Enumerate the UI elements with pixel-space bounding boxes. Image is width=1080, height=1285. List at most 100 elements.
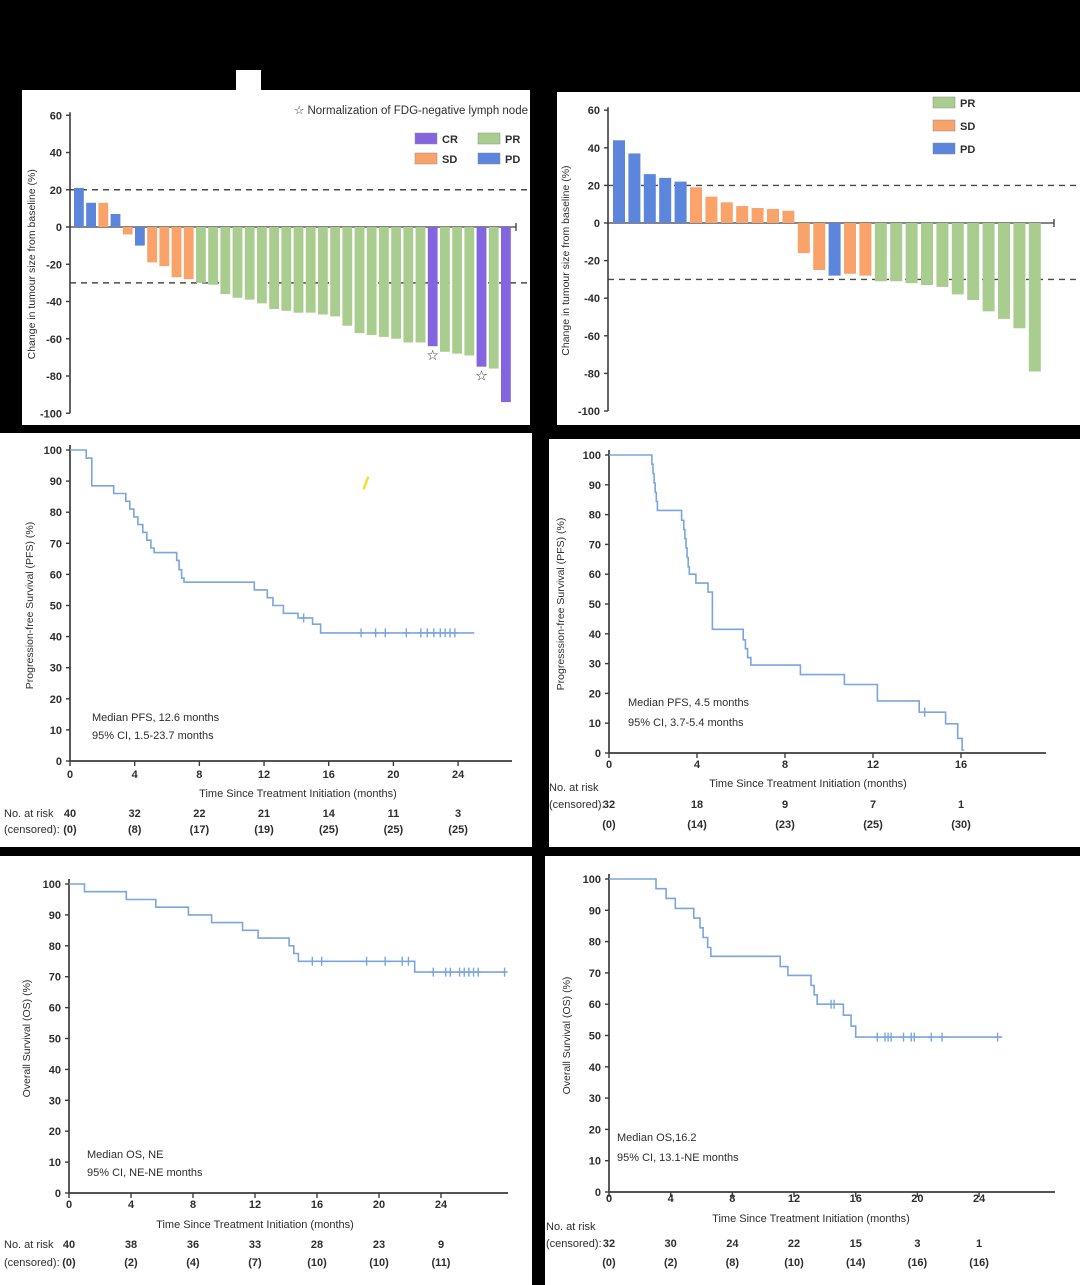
y-tick-label: 30 bbox=[589, 659, 601, 671]
y-tick-label: 10 bbox=[589, 718, 601, 730]
y-tick-label: 70 bbox=[589, 968, 601, 980]
waterfall-bar-pr bbox=[196, 227, 206, 283]
y-tick-label: 60 bbox=[588, 105, 600, 117]
waterfall-bar-pr bbox=[366, 227, 377, 336]
at-risk-count: 24 bbox=[726, 1238, 739, 1250]
x-tick-label: 0 bbox=[606, 1193, 612, 1205]
x-tick-label: 8 bbox=[196, 769, 202, 781]
y-tick-label: 20 bbox=[589, 688, 601, 700]
at-risk-count: 40 bbox=[64, 808, 76, 820]
censored-count: (14) bbox=[846, 1257, 866, 1269]
y-tick-label: 100 bbox=[44, 445, 62, 457]
at-risk-label: No. at risk bbox=[4, 1239, 54, 1251]
waterfall-bar-pd bbox=[659, 177, 672, 223]
normalization-note: ☆ Normalization of FDG-negative lymph no… bbox=[294, 105, 528, 117]
y-tick-label: 20 bbox=[49, 1126, 61, 1138]
waterfall-bar-sd bbox=[736, 206, 749, 223]
censor-mark bbox=[357, 628, 365, 638]
y-tick-label: 60 bbox=[50, 110, 62, 122]
censor-mark bbox=[451, 628, 459, 638]
x-tick-label: 20 bbox=[911, 1193, 923, 1205]
y-tick-label: 50 bbox=[50, 601, 62, 613]
legend-swatch-sd bbox=[414, 152, 438, 165]
legend-label: PR bbox=[960, 98, 975, 110]
censored-count: (8) bbox=[726, 1257, 740, 1269]
at-risk-count: 22 bbox=[788, 1238, 800, 1250]
waterfall-bar-pr bbox=[354, 227, 365, 334]
y-tick-label: 10 bbox=[589, 1156, 601, 1168]
y-tick-label: 0 bbox=[56, 222, 62, 234]
waterfall-bar-pr bbox=[921, 223, 933, 286]
censor-mark bbox=[447, 967, 454, 977]
survival-curve bbox=[609, 878, 1003, 1038]
x-tick-label: 12 bbox=[788, 1193, 800, 1205]
x-axis-title: Time Since Treatment Initiation (months) bbox=[199, 788, 397, 800]
y-tick-label: -80 bbox=[584, 368, 600, 380]
y-axis-title: Change in tumour size from baseline (%) bbox=[560, 165, 572, 355]
at-risk-count: 40 bbox=[63, 1239, 75, 1251]
censored-count: (23) bbox=[775, 819, 795, 831]
y-tick-label: -100 bbox=[578, 406, 600, 418]
censor-mark bbox=[928, 1032, 935, 1042]
y-axis-title: Progresssion-free Survival (PFS) (%) bbox=[555, 518, 567, 691]
waterfall-a-svg: 60 40 20 0 -20 -40 -60 -80 -100 ☆ ☆ ☆ Normalization… bbox=[26, 105, 528, 420]
waterfall-bar-pr bbox=[220, 227, 231, 295]
censor-mark bbox=[874, 1032, 881, 1042]
y-tick-label: 90 bbox=[589, 905, 601, 917]
waterfall-bar-cr bbox=[476, 227, 487, 367]
waterfall-bar-sd bbox=[813, 223, 826, 270]
x-axis-title: Time Since Treatment Initiation (months) bbox=[712, 1213, 910, 1225]
censor-mark bbox=[994, 1032, 1001, 1042]
y-tick-label: 80 bbox=[589, 510, 601, 522]
km-os-b-svg: 0 10 20 30 40 50 60 70 80 90 100 0 4 8 12 16 20 24 Median … bbox=[546, 874, 1055, 1269]
censor-mark bbox=[417, 628, 425, 638]
censored-count: (0) bbox=[63, 824, 77, 836]
star-icon: ☆ bbox=[426, 347, 439, 363]
waterfall-bar-pr bbox=[305, 227, 316, 313]
waterfall-bar-sd bbox=[859, 223, 872, 276]
km-pfs-a-svg: 0 10 20 30 40 50 60 70 80 90 100 0 4 8 12 16 20 24 Median … bbox=[4, 445, 512, 836]
waterfall-bar-sd bbox=[767, 208, 779, 223]
at-risk-count: 23 bbox=[373, 1239, 385, 1251]
at-risk-count: 38 bbox=[125, 1239, 137, 1251]
waterfall-bar-pr bbox=[342, 227, 353, 326]
waterfall-bar-pr bbox=[998, 223, 1010, 319]
censor-mark bbox=[372, 628, 379, 638]
censored-label: (censored): bbox=[4, 824, 60, 836]
stray-highlight-mark bbox=[362, 475, 370, 490]
waterfall-bar-pr bbox=[257, 227, 267, 304]
at-risk-count: 15 bbox=[850, 1238, 862, 1250]
survival-curve bbox=[609, 454, 965, 751]
ci-annotation: 95% CI, NE-NE months bbox=[87, 1167, 203, 1179]
panel-waterfall-comparison: 60 40 20 0 -20 -40 -60 -80 -100 PR SD PD Change in t… bbox=[557, 92, 1080, 425]
censored-count: (4) bbox=[186, 1257, 200, 1269]
waterfall-bar-pr bbox=[1013, 223, 1026, 329]
waterfall-bar-pr bbox=[244, 227, 255, 300]
km-os-a-svg: 0 10 20 30 40 50 60 70 80 90 100 0 4 8 12 16 20 24 Median … bbox=[4, 879, 508, 1269]
y-tick-label: 40 bbox=[49, 1064, 61, 1076]
x-tick-label: 16 bbox=[311, 1199, 323, 1211]
survival-curve bbox=[69, 883, 507, 973]
x-tick-label: 16 bbox=[850, 1193, 862, 1205]
legend-swatch-cr bbox=[414, 132, 438, 145]
waterfall-bar-sd bbox=[147, 227, 157, 263]
censored-label: (censored): bbox=[546, 1238, 602, 1250]
censor-mark bbox=[309, 956, 316, 966]
at-risk-count: 18 bbox=[691, 799, 703, 811]
y-tick-label: 60 bbox=[50, 569, 62, 581]
y-tick-label: -60 bbox=[584, 331, 600, 343]
x-tick-label: 12 bbox=[249, 1199, 261, 1211]
censored-count: (25) bbox=[448, 824, 468, 836]
y-tick-label: 80 bbox=[50, 507, 62, 519]
waterfall-bar-pr bbox=[936, 223, 949, 287]
y-tick-label: 0 bbox=[595, 748, 601, 760]
x-tick-label: 4 bbox=[694, 759, 701, 771]
survival-curve bbox=[70, 449, 475, 634]
censored-count: (0) bbox=[602, 1257, 616, 1269]
y-tick-label: 20 bbox=[589, 1124, 601, 1136]
waterfall-bar-pr bbox=[391, 227, 401, 339]
y-axis-title: Overall Survival (OS) (%) bbox=[561, 977, 573, 1095]
ci-annotation: 95% CI, 1.5-23.7 months bbox=[92, 730, 214, 742]
y-tick-label: 50 bbox=[589, 1031, 601, 1043]
at-risk-count: 32 bbox=[603, 1238, 615, 1250]
